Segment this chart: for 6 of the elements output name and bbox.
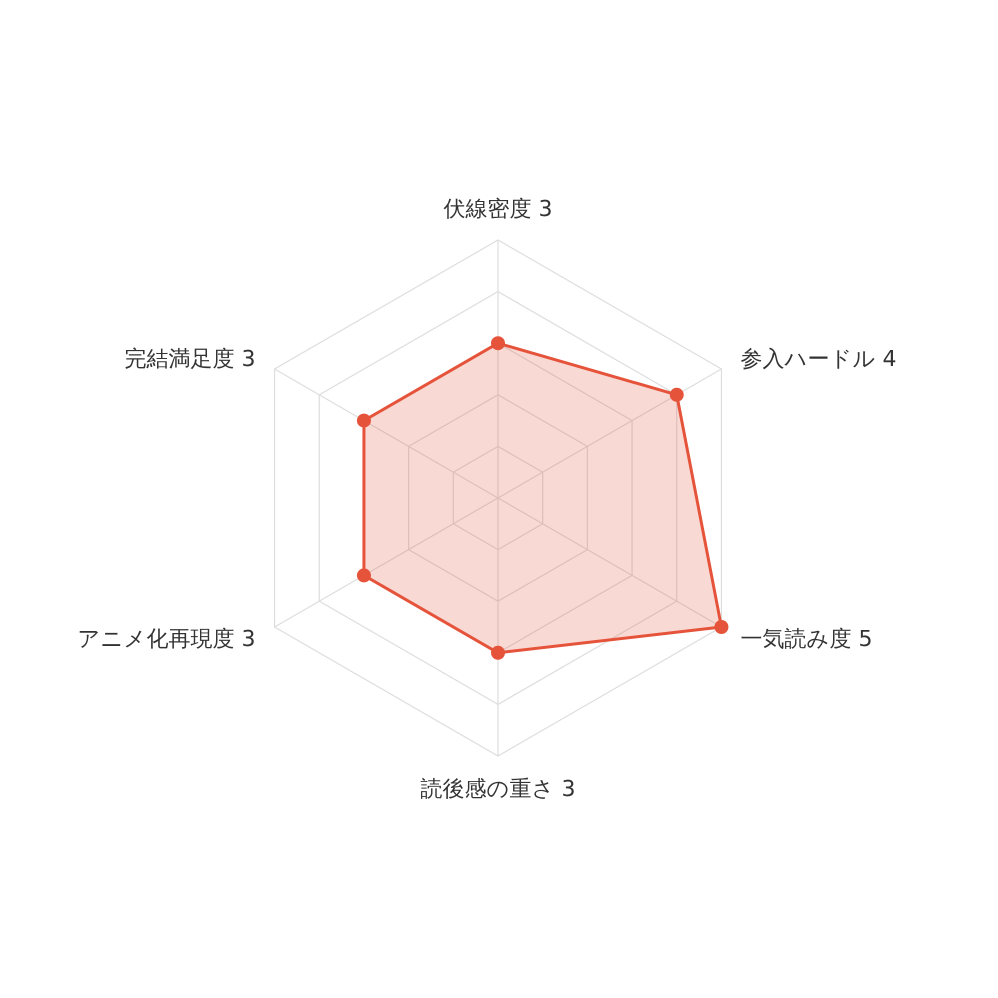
spoke-label: 完結満足度 3 — [124, 347, 256, 372]
spoke-label: アニメ化再現度 3 — [78, 627, 256, 652]
spoke-label: 伏線密度 3 — [444, 197, 552, 222]
spoke-label: 一気読み度 5 — [740, 627, 872, 652]
spoke-label: 参入ハードル 4 — [740, 347, 896, 372]
spoke-label: 読後感の重さ 3 — [420, 777, 576, 802]
